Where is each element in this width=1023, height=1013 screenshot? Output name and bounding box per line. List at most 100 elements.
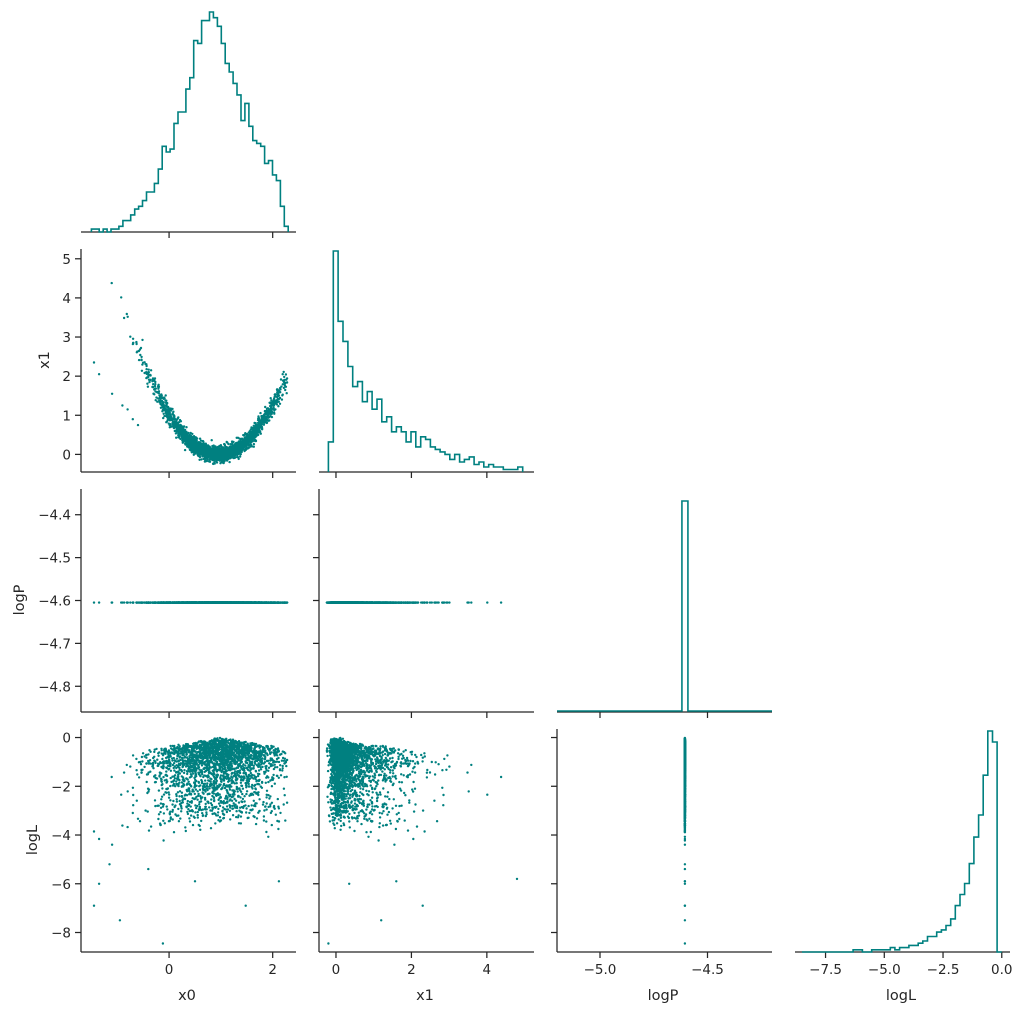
scatter-point bbox=[177, 432, 180, 435]
scatter-point bbox=[210, 439, 213, 442]
scatter-point bbox=[276, 396, 279, 399]
scatter-point bbox=[244, 436, 247, 439]
scatter-point bbox=[152, 383, 155, 386]
scatter-point bbox=[260, 426, 263, 429]
scatter-x1-x0-ytick-label: 2 bbox=[62, 369, 71, 385]
scatter-point bbox=[226, 441, 229, 444]
scatter-point bbox=[270, 412, 273, 416]
scatter-point bbox=[121, 404, 124, 407]
scatter-point bbox=[166, 405, 170, 409]
scatter-point bbox=[222, 460, 226, 463]
scatter-x1-x0-ytick-label: 5 bbox=[62, 252, 71, 268]
scatter-logL-x1-xtick-label: 2 bbox=[407, 962, 416, 978]
scatter-point bbox=[236, 436, 240, 439]
scatter-point bbox=[140, 355, 143, 359]
scatter-point bbox=[180, 427, 183, 430]
scatter-point bbox=[185, 426, 188, 429]
scatter-point bbox=[257, 415, 260, 418]
scatter-point bbox=[201, 453, 204, 457]
scatter-point bbox=[237, 451, 241, 454]
scatter-point bbox=[168, 410, 171, 413]
scatter-point bbox=[137, 358, 141, 362]
scatter-x1-x0-ytick-label: 0 bbox=[62, 447, 71, 463]
scatter-point bbox=[238, 444, 242, 447]
scatter-point bbox=[159, 406, 163, 409]
scatter-point bbox=[145, 363, 148, 366]
scatter-logP-x0-ytick-label: −4.7 bbox=[38, 636, 71, 652]
scatter-point bbox=[162, 397, 166, 400]
scatter-logL-x1-xtick-label: 4 bbox=[483, 962, 492, 978]
scatter-point bbox=[155, 396, 158, 399]
scatter-x1-x0-ytick-label: 3 bbox=[62, 330, 71, 346]
scatter-point bbox=[202, 440, 205, 443]
scatter-point bbox=[230, 450, 234, 453]
scatter-point bbox=[208, 452, 211, 455]
scatter-point bbox=[259, 432, 262, 435]
scatter-point bbox=[139, 353, 142, 357]
scatter-point bbox=[160, 394, 163, 397]
scatter-point bbox=[205, 445, 209, 449]
scatter-point bbox=[260, 414, 263, 418]
scatter-point bbox=[252, 424, 255, 427]
scatter-point bbox=[220, 449, 223, 452]
scatter-point bbox=[141, 338, 144, 342]
scatter-point bbox=[250, 445, 254, 448]
scatter-point bbox=[280, 398, 284, 401]
scatter-point bbox=[231, 442, 234, 446]
scatter-point bbox=[267, 414, 270, 417]
scatter-point bbox=[235, 441, 238, 445]
scatter-point bbox=[257, 425, 260, 428]
scatter-point bbox=[250, 426, 253, 429]
scatter-point bbox=[203, 457, 206, 460]
scatter-point bbox=[135, 342, 138, 346]
scatter-point bbox=[172, 410, 175, 413]
scatter-point bbox=[185, 435, 189, 438]
scatter-point bbox=[139, 346, 143, 350]
scatter-point bbox=[278, 402, 282, 405]
scatter-point bbox=[182, 433, 185, 437]
scatter-point bbox=[126, 315, 129, 318]
scatter-point bbox=[281, 383, 284, 386]
scatter-point bbox=[153, 384, 157, 388]
scatter-logL-logP-xtick-label: −4.5 bbox=[691, 962, 724, 978]
scatter-point bbox=[154, 399, 157, 402]
histogram-x1-step bbox=[327, 250, 524, 472]
scatter-point bbox=[273, 393, 277, 396]
scatter-point bbox=[156, 400, 159, 403]
scatter-point bbox=[274, 399, 277, 403]
scatter-point bbox=[161, 406, 165, 409]
scatter-logP-vs-x0 bbox=[92, 601, 289, 604]
scatter-point bbox=[136, 423, 140, 427]
scatter-point bbox=[275, 403, 279, 406]
scatter-logP-x0-ytick-label: −4.5 bbox=[38, 551, 71, 567]
scatter-point bbox=[129, 335, 132, 338]
scatter-point bbox=[272, 407, 275, 410]
scatter-point bbox=[277, 400, 280, 403]
scatter-point bbox=[162, 416, 165, 420]
scatter-point bbox=[178, 418, 182, 422]
scatter-point bbox=[237, 447, 241, 450]
scatter-point bbox=[252, 442, 256, 446]
scatter-point bbox=[265, 421, 268, 425]
scatter-point bbox=[198, 437, 202, 440]
scatter-point bbox=[212, 454, 215, 458]
data-layer bbox=[90, 11, 1002, 953]
scatter-logL-x0-xtick-label: 2 bbox=[268, 962, 277, 978]
scatter-point bbox=[281, 373, 284, 376]
scatter-point bbox=[219, 444, 222, 448]
hist-logL-xtick-label: −5.0 bbox=[868, 962, 901, 978]
scatter-point bbox=[140, 358, 143, 362]
scatter-point bbox=[251, 431, 254, 435]
scatter-point bbox=[269, 405, 272, 408]
scatter-point bbox=[151, 380, 154, 383]
scatter-point bbox=[244, 432, 247, 435]
scatter-point bbox=[285, 377, 289, 380]
scatter-x1-x0-ytick-label: 1 bbox=[62, 408, 71, 424]
scatter-point bbox=[273, 395, 276, 398]
scatter-point bbox=[269, 415, 272, 418]
scatter-point bbox=[198, 451, 201, 455]
scatter-point bbox=[245, 441, 248, 444]
scatter-point bbox=[190, 442, 194, 445]
scatter-point bbox=[189, 446, 192, 449]
scatter-point bbox=[164, 394, 167, 397]
